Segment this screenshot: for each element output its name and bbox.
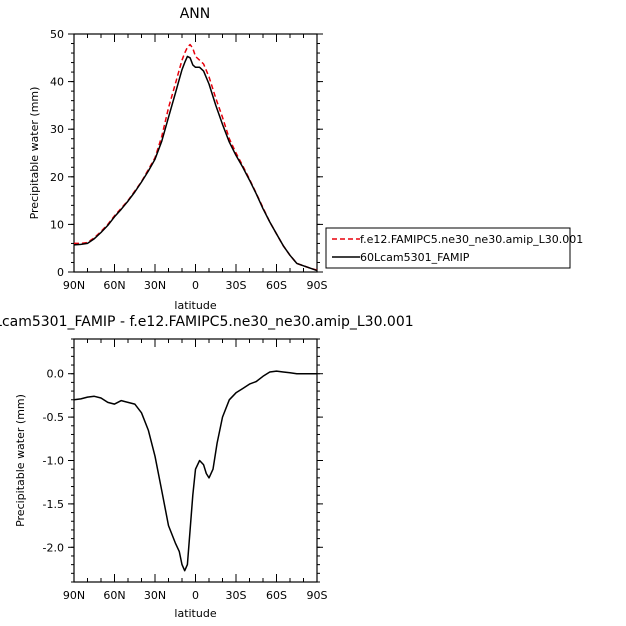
series-line-1 xyxy=(73,55,318,272)
x-tick-label: 0 xyxy=(192,589,199,602)
x-tick-label: 90N xyxy=(63,589,85,602)
x-tick-label: 30N xyxy=(144,279,166,292)
x-tick-label: 0 xyxy=(192,279,199,292)
chart-title: 60Lcam5301_FAMIP - f.e12.FAMIPC5.ne30_ne… xyxy=(0,314,414,330)
legend-entry-label: f.e12.FAMIPC5.ne30_ne30.amip_L30.001 xyxy=(360,233,583,246)
y-tick-label: 0.0 xyxy=(47,368,65,381)
y-tick-label: 30 xyxy=(50,123,64,136)
x-tick-label: 30S xyxy=(226,279,247,292)
x-tick-label: 60S xyxy=(266,589,287,602)
x-axis-label: latitude xyxy=(174,607,216,620)
series-line-0 xyxy=(73,370,317,572)
x-tick-label: 60N xyxy=(103,589,125,602)
legend-box xyxy=(325,227,571,269)
y-tick-label: -1.0 xyxy=(43,455,64,468)
y-tick-label: 20 xyxy=(50,171,64,184)
x-tick-label: 30S xyxy=(226,589,247,602)
x-tick-label: 60N xyxy=(103,279,125,292)
legend-entry-label: 60Lcam5301_FAMIP xyxy=(360,251,470,264)
x-tick-label: 60S xyxy=(266,279,287,292)
y-tick-label: 10 xyxy=(50,218,64,231)
x-axis-label: latitude xyxy=(174,299,216,312)
x-tick-label: 90S xyxy=(307,589,328,602)
y-axis-label: Precipitable water (mm) xyxy=(14,394,27,527)
x-tick-label: 90S xyxy=(307,279,328,292)
y-tick-label: 0 xyxy=(57,266,64,279)
chart-annual-mean: ANN 90N 60N 30N 0 30S 60S 90S 0 10 20 30 40 50 latitud… xyxy=(28,6,583,312)
chart-difference: 60Lcam5301_FAMIP - f.e12.FAMIPC5.ne30_ne… xyxy=(0,314,414,620)
plot-frame xyxy=(73,33,318,273)
plot-frame xyxy=(73,338,318,583)
y-tick-label: -0.5 xyxy=(43,411,64,424)
y-tick-label: -2.0 xyxy=(43,541,64,554)
x-tick-label: 30N xyxy=(144,589,166,602)
legend: f.e12.FAMIPC5.ne30_ne30.amip_L30.001 60Lc… xyxy=(325,227,583,269)
y-axis-label: Precipitable water (mm) xyxy=(28,87,41,220)
y-tick-label: 50 xyxy=(50,28,64,41)
y-tick-label: 40 xyxy=(50,76,64,89)
y-tick-label: -1.5 xyxy=(43,498,64,511)
chart-title: ANN xyxy=(180,6,211,22)
series-line-0 xyxy=(74,43,318,271)
x-tick-label: 90N xyxy=(63,279,85,292)
